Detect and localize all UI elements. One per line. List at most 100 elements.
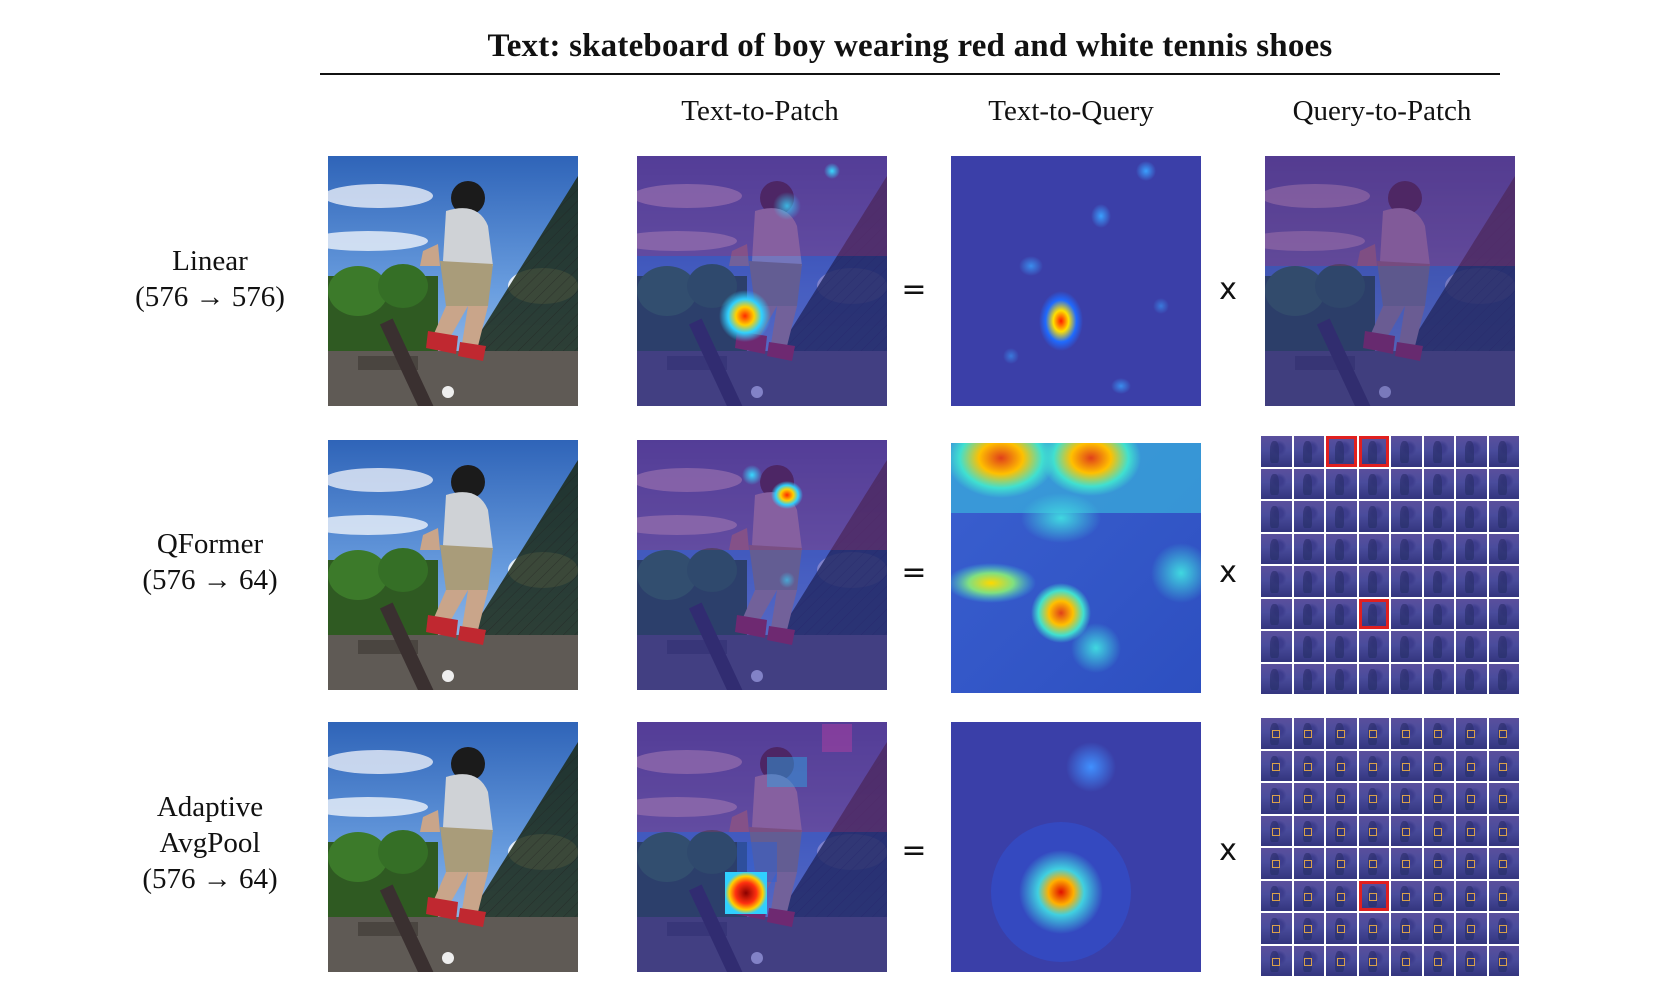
- row-name: Linear: [172, 245, 248, 277]
- row-mapping: (576 → 576): [135, 281, 285, 313]
- query-patch-thumbnail: [1293, 913, 1324, 944]
- original-image: [328, 722, 578, 972]
- query-patch-thumbnail: [1261, 913, 1292, 944]
- query-patch-thumbnail: [1293, 436, 1324, 467]
- column-header-text-to-query: Text-to-Query: [988, 95, 1154, 127]
- query-patch-thumbnail: [1261, 663, 1292, 694]
- query-patch-thumbnail: [1423, 468, 1454, 499]
- query-patch-thumbnail: [1391, 598, 1422, 629]
- query-patch-thumbnail: [1488, 783, 1519, 814]
- query-patch-thumbnail: [1358, 533, 1389, 564]
- query-patch-thumbnail: [1488, 815, 1519, 846]
- query-patch-thumbnail: [1326, 501, 1357, 532]
- query-patch-thumbnail: [1293, 783, 1324, 814]
- text-to-patch-heatmap: [637, 440, 887, 690]
- query-patch-thumbnail: [1488, 750, 1519, 781]
- query-patch-thumbnail: [1391, 913, 1422, 944]
- query-patch-thumbnail: [1293, 468, 1324, 499]
- row-mapping: (576 → 64): [142, 564, 278, 596]
- query-patch-thumbnail: [1261, 533, 1292, 564]
- query-patch-thumbnail: [1456, 631, 1487, 662]
- query-patch-thumbnail: [1261, 815, 1292, 846]
- query-patch-thumbnail: [1358, 468, 1389, 499]
- query-patch-thumbnail: [1326, 663, 1357, 694]
- row-name-line1: Adaptive: [156, 791, 264, 823]
- query-patch-thumbnail: [1423, 436, 1454, 467]
- query-patch-thumbnail: [1261, 501, 1292, 532]
- query-patch-thumbnail: [1423, 783, 1454, 814]
- query-patch-thumbnail: [1456, 468, 1487, 499]
- query-patch-thumbnail: [1358, 783, 1389, 814]
- query-patch-thumbnail: [1391, 848, 1422, 879]
- query-patch-thumbnail: [1488, 501, 1519, 532]
- text-to-patch-heatmap: [637, 156, 887, 406]
- query-patch-thumbnail: [1261, 436, 1292, 467]
- highlighted-query-patch: [1326, 436, 1357, 467]
- query-patch-thumbnail: [1326, 533, 1357, 564]
- text-to-query-heatmap: [951, 156, 1201, 406]
- query-patch-thumbnail: [1456, 848, 1487, 879]
- query-patch-thumbnail: [1293, 848, 1324, 879]
- query-patch-thumbnail: [1293, 663, 1324, 694]
- query-patch-thumbnail: [1261, 631, 1292, 662]
- query-patch-thumbnail: [1423, 598, 1454, 629]
- query-patch-thumbnail: [1423, 501, 1454, 532]
- query-patch-thumbnail: [1391, 783, 1422, 814]
- query-patch-thumbnail: [1261, 718, 1292, 749]
- query-patch-thumbnail: [1423, 848, 1454, 879]
- row-mapping: (576 → 64): [142, 863, 278, 895]
- query-to-patch-patch-grid: [1261, 718, 1519, 976]
- query-patch-thumbnail: [1293, 533, 1324, 564]
- query-patch-thumbnail: [1326, 566, 1357, 597]
- query-patch-thumbnail: [1261, 880, 1292, 911]
- row-label-linear: Linear (576 → 576): [110, 243, 310, 315]
- query-patch-thumbnail: [1423, 631, 1454, 662]
- query-to-patch-heatmap: [1265, 156, 1515, 406]
- query-patch-thumbnail: [1423, 718, 1454, 749]
- query-patch-thumbnail: [1326, 783, 1357, 814]
- query-patch-thumbnail: [1456, 533, 1487, 564]
- query-patch-thumbnail: [1456, 880, 1487, 911]
- query-patch-thumbnail: [1488, 468, 1519, 499]
- query-patch-thumbnail: [1423, 815, 1454, 846]
- times-operator: x: [1219, 833, 1237, 868]
- query-patch-thumbnail: [1488, 566, 1519, 597]
- equals-operator: =: [901, 833, 927, 868]
- query-patch-thumbnail: [1326, 945, 1357, 976]
- query-patch-thumbnail: [1293, 750, 1324, 781]
- query-patch-thumbnail: [1456, 913, 1487, 944]
- query-patch-thumbnail: [1488, 663, 1519, 694]
- query-patch-thumbnail: [1456, 436, 1487, 467]
- original-image: [328, 156, 578, 406]
- times-operator: x: [1219, 555, 1237, 590]
- query-patch-thumbnail: [1326, 468, 1357, 499]
- query-patch-thumbnail: [1261, 566, 1292, 597]
- query-patch-thumbnail: [1456, 663, 1487, 694]
- query-patch-thumbnail: [1358, 566, 1389, 597]
- query-patch-thumbnail: [1293, 718, 1324, 749]
- query-patch-thumbnail: [1261, 783, 1292, 814]
- query-patch-thumbnail: [1391, 663, 1422, 694]
- query-patch-thumbnail: [1456, 501, 1487, 532]
- query-patch-thumbnail: [1423, 750, 1454, 781]
- query-patch-thumbnail: [1391, 436, 1422, 467]
- query-patch-thumbnail: [1391, 945, 1422, 976]
- query-patch-thumbnail: [1456, 718, 1487, 749]
- query-patch-thumbnail: [1326, 880, 1357, 911]
- query-patch-thumbnail: [1488, 533, 1519, 564]
- query-patch-thumbnail: [1326, 631, 1357, 662]
- query-patch-thumbnail: [1326, 848, 1357, 879]
- highlighted-query-patch: [1358, 598, 1389, 629]
- query-patch-thumbnail: [1358, 663, 1389, 694]
- query-patch-thumbnail: [1326, 815, 1357, 846]
- query-patch-thumbnail: [1358, 631, 1389, 662]
- query-patch-thumbnail: [1488, 598, 1519, 629]
- query-patch-thumbnail: [1391, 566, 1422, 597]
- query-patch-thumbnail: [1391, 750, 1422, 781]
- equals-operator: =: [901, 555, 927, 590]
- query-patch-thumbnail: [1293, 598, 1324, 629]
- query-patch-thumbnail: [1358, 945, 1389, 976]
- text-to-query-heatmap: [951, 443, 1201, 693]
- query-patch-thumbnail: [1488, 436, 1519, 467]
- query-patch-thumbnail: [1456, 945, 1487, 976]
